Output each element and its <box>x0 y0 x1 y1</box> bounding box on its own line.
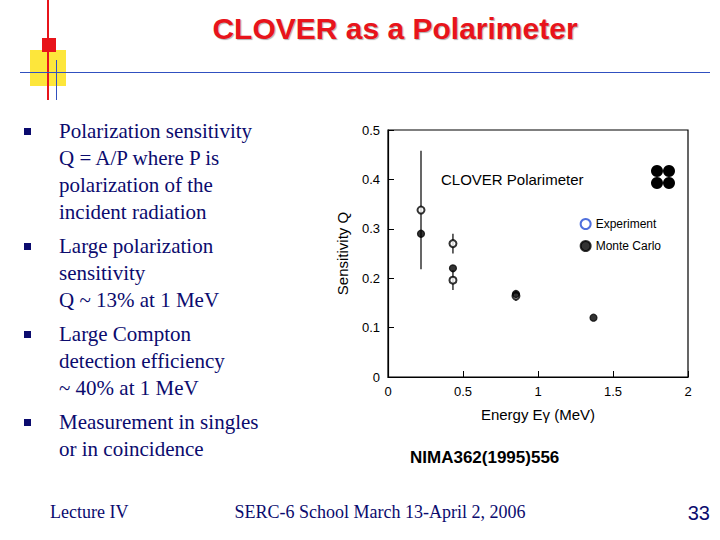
svg-text:2: 2 <box>684 384 691 399</box>
html-text:Lecture IV: Lecture IV <box>50 502 129 522</box>
svg-text:CLOVER Polarimeter: CLOVER Polarimeter <box>441 171 584 188</box>
svg-text:Experiment: Experiment <box>596 217 657 231</box>
svg-text:1.5: 1.5 <box>604 384 622 399</box>
html-text:SERC-6 School March 13-April 2: SERC-6 School March 13-April 2, 2006 <box>234 502 526 522</box>
html-text:incident radiation: incident radiation <box>59 200 207 224</box>
html-text:detection efficiency: detection efficiency <box>59 349 225 373</box>
html-text:Measurement in singles: Measurement in singles <box>59 410 259 434</box>
html-text:Polarization sensitivity: Polarization sensitivity <box>59 119 253 143</box>
html-text:Q = A/P where P is: Q = A/P where P is <box>59 146 220 170</box>
svg-text:Sensitivity Q: Sensitivity Q <box>334 212 351 295</box>
html-text:or in coincidence: or in coincidence <box>59 437 204 461</box>
svg-text:1: 1 <box>534 384 541 399</box>
svg-text:0.3: 0.3 <box>362 221 380 236</box>
html-text:~ 40% at 1 MeV: ~ 40% at 1 MeV <box>59 376 199 400</box>
svg-text:0: 0 <box>384 384 391 399</box>
svg-text:0.5: 0.5 <box>362 123 380 138</box>
html-text:NIMA362(1995)556: NIMA362(1995)556 <box>410 448 560 467</box>
html-text:Large polarization: Large polarization <box>59 234 214 258</box>
svg-text:0.2: 0.2 <box>362 271 380 286</box>
html-text:sensitivity: sensitivity <box>59 261 146 285</box>
html-text:Large Compton: Large Compton <box>59 322 191 346</box>
html-text:CLOVER as a Polarimeter: CLOVER as a Polarimeter <box>212 12 578 45</box>
svg-text:0: 0 <box>373 370 380 385</box>
svg-text:0.5: 0.5 <box>454 384 472 399</box>
html-text:33: 33 <box>687 502 710 524</box>
svg-text:Energy Eγ (MeV): Energy Eγ (MeV) <box>481 406 595 423</box>
html-text:polarization of the: polarization of the <box>59 173 213 197</box>
svg-text:0.1: 0.1 <box>362 320 380 335</box>
html-text:Q ~ 13% at 1 MeV: Q ~ 13% at 1 MeV <box>59 288 220 312</box>
svg-text:Monte Carlo: Monte Carlo <box>596 239 662 253</box>
svg-text:0.4: 0.4 <box>362 172 380 187</box>
